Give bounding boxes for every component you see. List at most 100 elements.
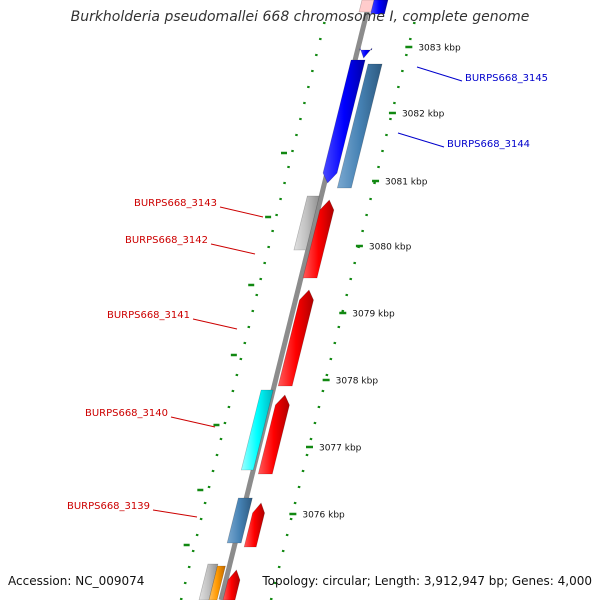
dots-track-left-outer	[211, 469, 215, 473]
ruler-tick-label: 3079 kbp	[352, 310, 395, 320]
gene-feature-partial-blue[interactable]	[370, 0, 389, 15]
ruler: 3083 kbp 3082 kbp 3081 kbp 3080 kbp 3079 kbp…	[183, 44, 461, 547]
dots-track-left-outer	[219, 437, 223, 441]
gene-label-burps668-3145[interactable]: BURPS668_3145	[465, 73, 548, 84]
dots-track-right-outer	[305, 453, 309, 457]
gene-label-burps668-3140[interactable]: BURPS668_3140	[85, 408, 168, 419]
ruler-tick-label: 3076 kbp	[302, 511, 345, 521]
gene-feature-partial-grey[interactable]	[198, 563, 219, 600]
gene-feature-burps668-3141[interactable]	[277, 289, 314, 387]
dots-track-left-outer	[243, 341, 247, 345]
dots-track-left-outer	[251, 309, 255, 313]
dots-track-right-outer	[408, 37, 412, 41]
accession-text: Accession: NC_009074	[8, 574, 145, 588]
dots-track-left-outer	[279, 197, 283, 201]
dots-track-right-outer	[337, 325, 341, 329]
gene-feature-small-blue[interactable]	[359, 46, 373, 59]
ruler-tick-label: 3082 kbp	[402, 110, 445, 120]
ruler-tick-label: 3078 kbp	[336, 377, 379, 387]
gene-label-leader	[192, 318, 238, 330]
dots-track-left-outer	[271, 229, 275, 233]
dots-track-left-outer	[235, 373, 239, 377]
ruler-tick-label: 3080 kbp	[369, 243, 412, 253]
gene-label-burps668-3143[interactable]: BURPS668_3143	[134, 198, 217, 209]
dots-track-right-outer	[369, 197, 373, 201]
dots-track-right-outer	[373, 181, 377, 185]
dots-track-left-outer	[183, 581, 187, 585]
ruler-tick-label: 3083 kbp	[418, 44, 461, 54]
dots-track-left-outer	[318, 37, 322, 41]
dots-track-left-outer	[239, 357, 243, 361]
gene-label-leader	[152, 509, 198, 518]
dots-track-right-outer	[404, 53, 408, 57]
dots-track-right-outer	[385, 133, 388, 137]
dots-track-left-outer	[227, 405, 231, 409]
dots-track-right-outer	[341, 309, 345, 313]
dots-track-right-outer	[281, 549, 285, 553]
gene-label-burps668-3142[interactable]: BURPS668_3142	[125, 235, 208, 246]
dots-track-right-outer	[317, 405, 321, 409]
dots-track-right-outer	[273, 581, 277, 585]
dots-track-left-outer	[310, 69, 314, 73]
dots-track-right-outer	[325, 373, 329, 377]
dots-track-left-outer	[322, 21, 326, 25]
gene-label-leader	[210, 243, 256, 255]
dots-track-left-outer	[314, 53, 318, 57]
gene-label-leader	[416, 66, 463, 82]
dots-track-right-outer	[392, 101, 396, 105]
gene-label-leader	[219, 206, 264, 218]
dots-track-left-outer	[187, 565, 191, 569]
dots-track-left-outer	[191, 549, 195, 553]
dots-track-left-outer	[295, 133, 298, 137]
dots-track-right-outer	[388, 117, 392, 121]
dots-track-right-outer	[349, 277, 353, 281]
dots-track-left-outer	[255, 293, 259, 297]
dots-track-left-outer	[207, 485, 211, 489]
gene-feature-red-near-3139[interactable]	[243, 502, 265, 548]
gene-feature-partial-orange[interactable]	[208, 565, 226, 600]
gene-label-burps668-3144[interactable]: BURPS668_3144	[447, 139, 530, 150]
dots-track-right-outer	[361, 229, 365, 233]
gene-feature-burps668-3145[interactable]	[322, 59, 366, 184]
gene-feature-red-near-3140[interactable]	[257, 394, 290, 475]
dots-track-right-outer	[377, 165, 380, 169]
gene-feature-burps668-3144[interactable]	[336, 63, 383, 189]
dots-track-right-outer	[321, 389, 325, 393]
dots-track-left-outer	[223, 421, 227, 425]
dots-track-right-outer	[309, 437, 313, 441]
dots-track-left-outer	[263, 261, 267, 265]
dots-track-right-outer	[412, 21, 416, 25]
gene-label-burps668-3141[interactable]: BURPS668_3141	[107, 310, 190, 321]
dots-track-left-outer	[215, 453, 219, 457]
gene-features	[198, 0, 389, 600]
dots-track-right-outer	[293, 501, 297, 505]
gene-feature-burps668-3140[interactable]	[240, 389, 274, 471]
dots-track-left-outer	[199, 517, 203, 521]
gene-label-burps668-3139[interactable]: BURPS668_3139	[67, 501, 150, 512]
dots-track-left-outer	[283, 181, 287, 185]
dots-track-right-outer	[297, 485, 301, 489]
dots-track-right-outer	[285, 533, 289, 537]
dots-track-left-outer	[195, 533, 199, 537]
gene-feature-partial-red[interactable]	[222, 569, 241, 600]
ruler-tick-label: 3077 kbp	[319, 444, 362, 454]
gene-labels: BURPS668_3145 BURPS668_3144 BURPS668_3143 B…	[67, 66, 548, 518]
dots-track-left-outer	[306, 85, 310, 89]
dotted-track-guides	[179, 21, 416, 600]
dots-track-left-outer	[291, 149, 294, 153]
dots-track-left-outer	[247, 325, 251, 329]
dots-track-right-outer	[396, 85, 400, 89]
dots-track-right-outer	[289, 517, 293, 521]
ruler-tick-label: 3081 kbp	[385, 178, 428, 188]
dots-track-right-outer	[353, 261, 357, 265]
gene-feature-burps668-3139[interactable]	[226, 497, 253, 544]
dots-track-right-outer	[277, 565, 281, 569]
dots-track-left-outer	[203, 501, 207, 505]
dots-track-right-outer	[365, 213, 369, 217]
dots-track-left-outer	[259, 277, 263, 281]
dots-track-left-outer	[298, 117, 302, 121]
gene-feature-burps668-3142[interactable]	[302, 199, 335, 279]
gene-label-leader	[397, 132, 445, 148]
dots-track-right-outer	[313, 421, 317, 425]
gene-feature-burps668-3143[interactable]	[293, 195, 320, 251]
